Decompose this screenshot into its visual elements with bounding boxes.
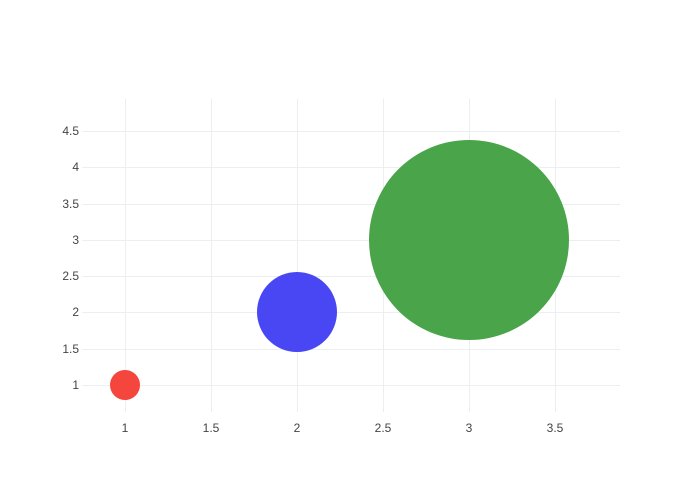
- x-tick-label: 1.5: [202, 421, 220, 435]
- x-gridline-1.5: [210, 99, 212, 412]
- y-tick-label: 1: [72, 378, 79, 392]
- x-tick-label: 2: [293, 421, 301, 435]
- y-gridline-2: [82, 312, 620, 314]
- y-tick-label: 2: [72, 305, 79, 320]
- y-gridline-2.5: [82, 276, 620, 278]
- y-gridline-4.5: [82, 131, 620, 132]
- y-gridline-3: [82, 239, 620, 241]
- bubble-small-red[interactable]: [109, 370, 140, 400]
- y-tick-label: 2.5: [62, 269, 79, 284]
- y-tick-label: 1.5: [62, 341, 79, 356]
- x-tick-label: 2.5: [374, 421, 392, 435]
- y-tick-label: 3: [72, 232, 79, 247]
- x-tick-label: 3: [465, 421, 473, 435]
- bubble-large-green[interactable]: [368, 139, 569, 340]
- y-gridline-1: [82, 385, 620, 386]
- x-tick-label: 1: [121, 421, 129, 435]
- x-gridline-1: [124, 99, 126, 412]
- y-gridline-3.5: [82, 203, 620, 205]
- y-tick-label: 4: [72, 160, 79, 175]
- x-gridline-2: [296, 99, 298, 412]
- y-gridline-4: [82, 167, 620, 169]
- bubble-medium-blue[interactable]: [256, 272, 337, 353]
- y-gridline-1.5: [82, 348, 620, 350]
- x-tick-label: 3.5: [546, 421, 564, 435]
- y-tick-label: 3.5: [62, 196, 79, 211]
- y-tick-label: 4.5: [62, 124, 79, 138]
